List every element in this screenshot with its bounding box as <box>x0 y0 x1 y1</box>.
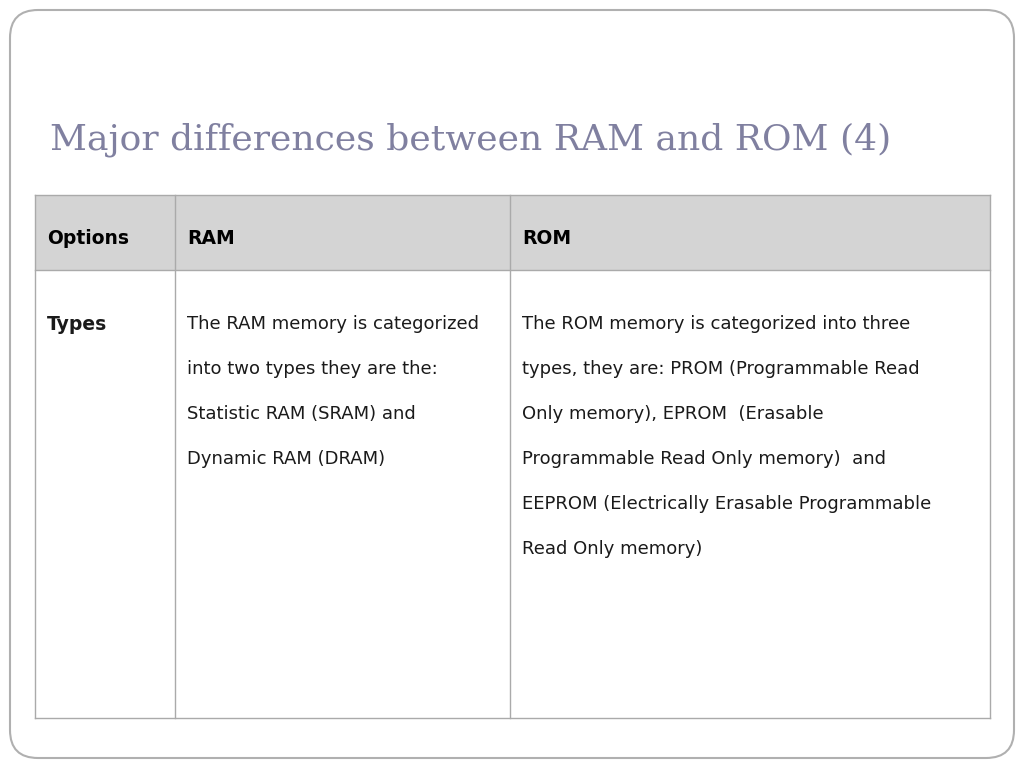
Text: Only memory), EPROM  (Erasable: Only memory), EPROM (Erasable <box>522 405 823 423</box>
Text: EEPROM (Electrically Erasable Programmable: EEPROM (Electrically Erasable Programmab… <box>522 495 931 513</box>
Text: Options: Options <box>47 229 129 247</box>
Text: Types: Types <box>47 315 108 334</box>
Text: Dynamic RAM (DRAM): Dynamic RAM (DRAM) <box>187 450 385 468</box>
Text: Programmable Read Only memory)  and: Programmable Read Only memory) and <box>522 450 886 468</box>
Text: types, they are: PROM (Programmable Read: types, they are: PROM (Programmable Read <box>522 360 920 378</box>
Text: Statistic RAM (SRAM) and: Statistic RAM (SRAM) and <box>187 405 416 423</box>
Bar <box>35 195 990 270</box>
Text: The RAM memory is categorized: The RAM memory is categorized <box>187 315 479 333</box>
FancyBboxPatch shape <box>10 10 1014 758</box>
Text: RAM: RAM <box>187 229 234 247</box>
Text: Major differences between RAM and ROM (4): Major differences between RAM and ROM (4… <box>50 123 891 157</box>
Text: The ROM memory is categorized into three: The ROM memory is categorized into three <box>522 315 910 333</box>
Text: Read Only memory): Read Only memory) <box>522 540 702 558</box>
Text: ROM: ROM <box>522 229 571 247</box>
Text: into two types they are the:: into two types they are the: <box>187 360 437 378</box>
